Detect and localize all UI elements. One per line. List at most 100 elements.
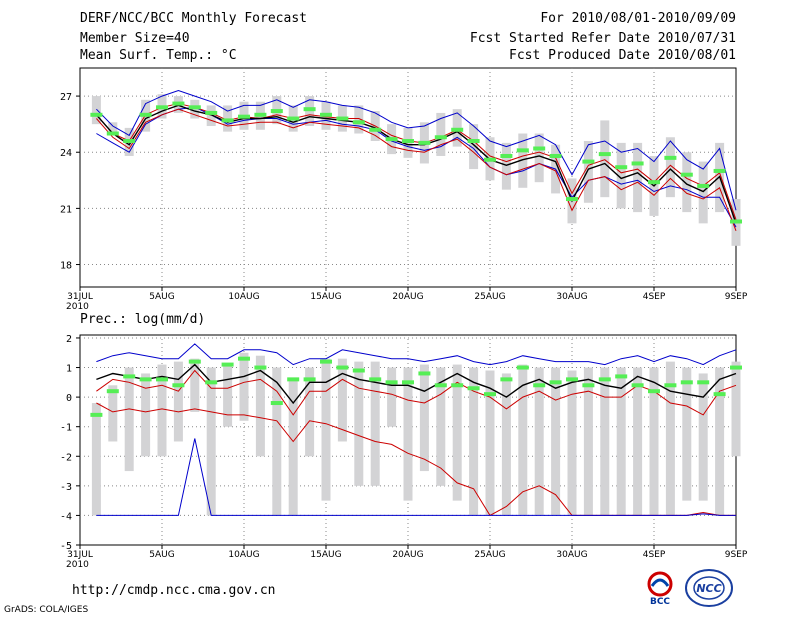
spread-box [124,367,134,472]
x-tick-label: 5AUG [149,550,174,560]
spread-box [108,385,118,442]
spread-box [698,161,708,224]
spread-box [321,358,331,501]
green-marker [90,112,103,117]
spread-box [387,367,397,427]
green-marker [287,377,300,382]
green-marker [582,383,595,388]
y-tick-label: 2 [66,334,72,345]
spread-box [469,367,479,516]
green-marker [664,155,677,160]
green-marker [188,359,201,364]
spread-box [239,352,249,421]
spread-box [698,373,708,501]
green-marker [533,146,546,151]
spread-box [583,367,593,516]
green-marker [664,383,677,388]
green-marker [697,380,710,385]
green-marker [106,131,119,136]
spread-box [370,361,380,486]
bcc-logo-text: BCC [650,597,670,606]
green-marker [402,380,414,385]
x-tick-label: 10AUG [228,292,259,302]
spread-box [534,367,544,516]
spread-box [223,364,233,427]
spread-box [633,367,643,516]
x-tick-year: 2010 [66,302,89,312]
variable-label-bottom: Prec.: log(mm/d) [80,312,205,327]
spread-box [600,367,610,516]
y-tick-label: 27 [60,92,72,103]
spread-box [715,367,725,516]
green-marker [254,365,267,370]
spread-box [501,373,511,516]
green-marker [615,374,628,379]
green-marker [418,371,431,376]
green-marker [287,116,300,121]
grads-credit: GrADS: COLA/IGES [4,605,89,615]
green-marker [221,362,234,367]
y-tick-label: 18 [60,261,72,272]
green-marker [336,365,349,370]
spread-box [534,133,544,183]
spread-box [436,112,446,156]
chart-title: DERF/NCC/BCC Monthly Forecast [80,11,307,26]
green-marker [434,135,447,140]
green-marker [352,120,365,125]
spread-box [567,370,577,516]
forecast-period: For 2010/08/01-2010/09/09 [540,11,736,26]
green-marker [484,157,496,162]
x-tick-label: 25AUG [474,550,505,560]
green-marker [680,172,693,177]
spread-box [436,367,446,486]
green-marker [631,161,644,166]
y-tick-label: -4 [60,511,72,522]
green-marker [402,139,414,143]
footer-url[interactable]: http://cmdp.ncc.cma.gov.cn [72,583,276,598]
green-marker [188,105,201,110]
fcst-started-date: Fcst Started Refer Date 2010/07/31 [469,31,736,46]
green-marker [123,374,136,379]
green-marker [106,389,119,394]
green-marker [434,383,447,388]
spread-box [108,122,118,136]
spread-box [551,367,561,516]
green-marker [139,377,152,382]
green-marker [254,112,267,117]
green-marker [680,380,693,385]
series-line-upper [96,369,737,416]
green-marker [598,377,611,382]
ncc-logo: NCC [685,569,733,607]
bcc-logo: BCC [647,571,673,606]
green-marker [385,380,398,385]
green-marker [516,148,529,153]
spread-box [173,361,183,442]
spread-box [337,358,347,442]
green-marker [385,137,398,142]
x-tick-label: 30AUG [556,292,587,302]
green-marker [90,412,103,417]
y-tick-label: -2 [60,452,72,463]
member-size: Member Size=40 [80,31,190,46]
green-marker [352,368,365,373]
spread-box [501,142,511,190]
green-marker [205,380,218,385]
green-marker [516,365,529,370]
x-tick-label: 20AUG [392,550,423,560]
x-tick-label: 25AUG [474,292,505,302]
x-tick-label: 31JUL [67,550,93,560]
spread-box [255,355,265,457]
x-tick-label: 31JUL [67,292,93,302]
series-line-mean [95,104,737,224]
green-marker [369,377,382,382]
green-marker [500,377,513,382]
green-marker [451,383,464,388]
x-tick-label: 4SEP [643,292,666,302]
spread-box [206,367,216,516]
fcst-produced-date: Fcst Produced Date 2010/08/01 [509,48,736,63]
green-marker [270,109,283,114]
green-marker [369,127,382,132]
spread-box [419,364,429,472]
green-marker [467,139,480,143]
